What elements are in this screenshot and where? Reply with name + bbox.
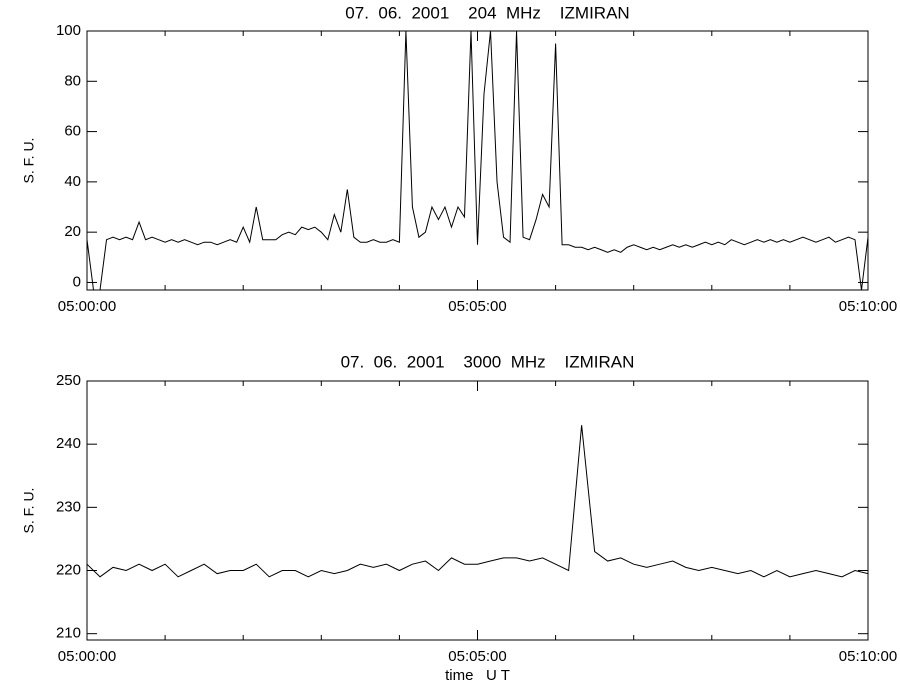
- y-tick-label: 80: [64, 72, 81, 89]
- y-axis-label: S. F. U.: [21, 488, 37, 534]
- y-axis-label: S. F. U.: [21, 138, 37, 184]
- y-tick-label: 20: [64, 223, 81, 240]
- x-tick-label: 05:10:00: [839, 648, 897, 665]
- x-axis-label: time U T: [445, 667, 510, 684]
- y-tick-label: 0: [73, 273, 81, 290]
- y-tick-label: 40: [64, 173, 81, 190]
- y-tick-label: 220: [56, 561, 81, 578]
- chart-title: 07. 06. 2001 3000 MHz IZMIRAN: [341, 352, 635, 371]
- chart-title: 07. 06. 2001 204 MHz IZMIRAN: [345, 3, 629, 22]
- data-line: [87, 425, 868, 578]
- y-tick-label: 100: [56, 22, 81, 39]
- y-tick-label: 250: [56, 372, 81, 389]
- x-tick-label: 05:05:00: [448, 298, 506, 315]
- y-tick-label: 60: [64, 123, 81, 140]
- data-line: [87, 31, 868, 290]
- y-tick-label: 230: [56, 498, 81, 515]
- x-tick-label: 05:00:00: [58, 298, 116, 315]
- y-tick-label: 240: [56, 435, 81, 452]
- y-tick-label: 210: [56, 625, 81, 642]
- x-tick-label: 05:10:00: [839, 298, 897, 315]
- x-tick-label: 05:05:00: [448, 648, 506, 665]
- x-tick-label: 05:00:00: [58, 648, 116, 665]
